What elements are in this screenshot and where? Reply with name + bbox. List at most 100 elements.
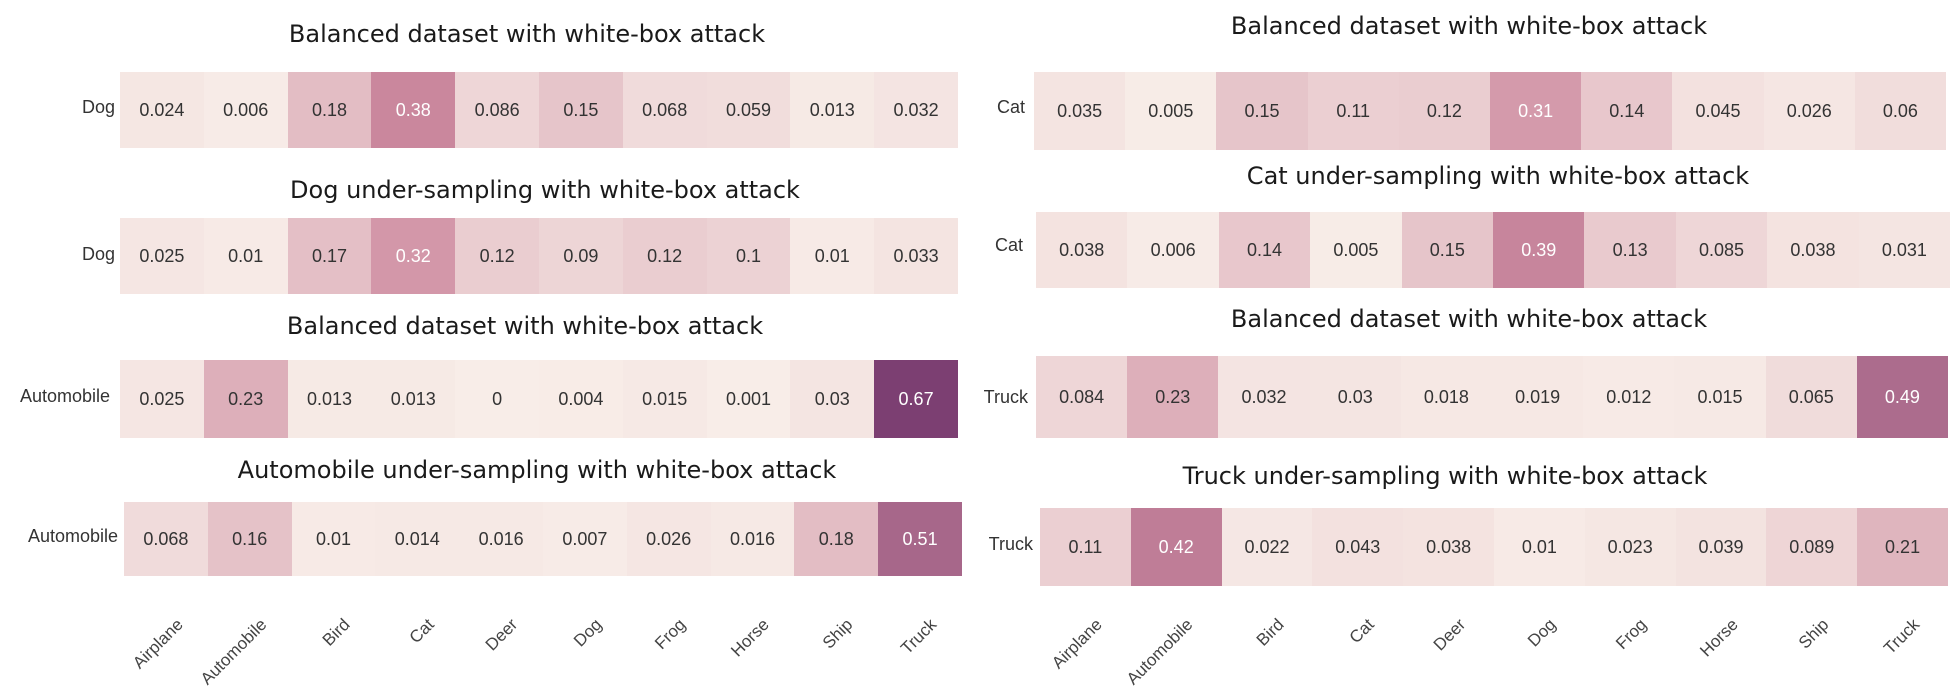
heatmap-cell-airplane: 0.068 [124, 502, 208, 576]
x-tick-right-dog: Dog [1524, 614, 1560, 651]
x-tick-right-horse: Horse [1695, 614, 1742, 661]
heatmap-cell-ship: 0.038 [1767, 212, 1859, 288]
x-tick-left-ship: Ship [819, 614, 857, 653]
x-tick-right-frog: Frog [1612, 614, 1651, 654]
panel-title: Balanced dataset with white-box attack [286, 312, 764, 340]
heatmap-cell-deer: 0 [455, 360, 539, 438]
heatmap-cell-ship: 0.03 [790, 360, 875, 438]
heatmap-cell-truck: 0.21 [1857, 508, 1948, 586]
heatmap-row: 0.035 0.005 0.15 0.11 0.12 0.31 0.14 0.045 0.026… [1034, 72, 1947, 150]
heatmap-cell-ship: 0.01 [790, 218, 875, 294]
heatmap-cell-frog: 0.023 [1584, 508, 1676, 586]
x-tick-left-airplane: Airplane [128, 614, 187, 673]
panel-title: Automobile under-sampling with white-box… [237, 456, 837, 484]
heatmap-cell-dog: 0.007 [542, 502, 627, 576]
heatmap-cell-frog: 0.13 [1584, 212, 1676, 288]
heatmap-cell-frog: 0.12 [622, 218, 707, 294]
row-label-cat: Cat [994, 235, 1023, 255]
heatmap-cell-airplane: 0.025 [120, 360, 204, 438]
heatmap-cell-cat: 0.11 [1307, 72, 1399, 150]
heatmap-cell-cat: 0.38 [371, 72, 456, 148]
heatmap-row: 0.038 0.006 0.14 0.005 0.15 0.39 0.13 0.085 0.03… [1036, 212, 1951, 288]
x-tick-right-truck: Truck [1879, 614, 1923, 658]
heatmap-cell-bird: 0.032 [1218, 356, 1310, 438]
heatmap-cell-automobile: 0.005 [1125, 72, 1217, 150]
heatmap-cell-cat: 0.014 [375, 502, 460, 576]
heatmap-cell-dog: 0.09 [538, 218, 623, 294]
heatmap-cell-bird: 0.15 [1216, 72, 1308, 150]
heatmap-cell-horse: 0.1 [706, 218, 791, 294]
heatmap-cell-cat: 0.043 [1312, 508, 1404, 586]
heatmap-cell-automobile: 0.006 [203, 72, 288, 148]
heatmap-cell-cat: 0.32 [371, 218, 456, 294]
heatmap-cell-cat: 0.013 [371, 360, 456, 438]
heatmap-cell-ship: 0.089 [1766, 508, 1858, 586]
heatmap-row: 0.11 0.42 0.022 0.043 0.038 0.01 0.023 0.039 0.0… [1040, 508, 1948, 586]
row-label-cat: Cat [996, 97, 1025, 117]
heatmap-cell-truck: 0.67 [874, 360, 958, 438]
row-label-dog: Dog [81, 97, 115, 117]
x-tick-left-dog: Dog [569, 614, 606, 651]
heatmap-cell-horse: 0.059 [706, 72, 791, 148]
x-tick-left-bird: Bird [319, 614, 354, 650]
heatmap-cell-truck: 0.06 [1854, 72, 1947, 150]
heatmap-cell-ship: 0.013 [790, 72, 875, 148]
heatmap-cell-horse: 0.015 [1674, 356, 1766, 438]
heatmap-cell-bird: 0.17 [287, 218, 372, 294]
heatmap-cell-horse: 0.016 [710, 502, 795, 576]
heatmap-cell-horse: 0.085 [1675, 212, 1768, 288]
heatmap-cell-horse: 0.001 [706, 360, 791, 438]
heatmap-cell-frog: 0.14 [1581, 72, 1673, 150]
x-tick-left-frog: Frog [650, 614, 690, 654]
heatmap-cell-deer: 0.086 [455, 72, 539, 148]
panel-title: Dog under-sampling with white-box attack [290, 176, 800, 204]
heatmap-cell-dog: 0.31 [1490, 72, 1582, 150]
heatmap-cell-bird: 0.013 [287, 360, 372, 438]
heatmap-cell-automobile: 0.23 [1127, 356, 1219, 438]
panel-title: Balanced dataset with white-box attack [1230, 12, 1708, 40]
heatmap-cell-cat: 0.005 [1310, 212, 1402, 288]
heatmap-cell-automobile: 0.01 [203, 218, 288, 294]
heatmap-cell-airplane: 0.11 [1040, 508, 1131, 586]
heatmap-cell-ship: 0.18 [794, 502, 879, 576]
x-tick-left-automobile: Automobile [196, 614, 271, 689]
row-label-automobile: Automobile [19, 386, 110, 406]
panel-title: Truck under-sampling with white-box atta… [1182, 462, 1708, 490]
heatmap-cell-airplane: 0.084 [1036, 356, 1128, 438]
heatmap-cell-airplane: 0.024 [120, 72, 204, 148]
heatmap-cell-automobile: 0.42 [1130, 508, 1222, 586]
heatmap-cell-frog: 0.068 [622, 72, 707, 148]
heatmap-cell-airplane: 0.025 [120, 218, 204, 294]
heatmap-cell-bird: 0.022 [1221, 508, 1313, 586]
heatmap-row: 0.024 0.006 0.18 0.38 0.086 0.15 0.068 0.059 0.0… [120, 72, 958, 148]
heatmap-cell-frog: 0.012 [1583, 356, 1675, 438]
heatmap-cell-truck: 0.033 [874, 218, 958, 294]
heatmap-cell-deer: 0.12 [1398, 72, 1491, 150]
x-tick-left-truck: Truck [897, 614, 941, 658]
heatmap-cell-deer: 0.038 [1403, 508, 1494, 586]
x-tick-right-deer: Deer [1429, 614, 1469, 655]
heatmap-cell-automobile: 0.16 [207, 502, 292, 576]
heatmap-cell-dog: 0.004 [538, 360, 623, 438]
heatmap-cell-frog: 0.026 [626, 502, 711, 576]
x-tick-left-deer: Deer [481, 614, 522, 655]
heatmap-cell-deer: 0.15 [1401, 212, 1494, 288]
x-tick-right-airplane: Airplane [1048, 614, 1106, 673]
heatmap-cell-automobile: 0.23 [203, 360, 288, 438]
heatmap-cell-airplane: 0.035 [1034, 72, 1126, 150]
x-tick-left-horse: Horse [727, 614, 773, 661]
heatmap-row: 0.084 0.23 0.032 0.03 0.018 0.019 0.012 0.015 0.… [1036, 356, 1949, 438]
heatmap-cell-deer: 0.016 [459, 502, 543, 576]
panel-title: Balanced dataset with white-box attack [1230, 305, 1708, 333]
heatmap-cell-frog: 0.015 [622, 360, 707, 438]
heatmap-cell-dog: 0.39 [1493, 212, 1585, 288]
heatmap-cell-automobile: 0.006 [1127, 212, 1219, 288]
heatmap-cell-truck: 0.031 [1858, 212, 1951, 288]
heatmap-cell-truck: 0.49 [1856, 356, 1949, 438]
heatmap-row: 0.068 0.16 0.01 0.014 0.016 0.007 0.026 0.016 0.… [124, 502, 962, 576]
row-label-truck: Truck [983, 387, 1028, 407]
heatmap-row: 0.025 0.23 0.013 0.013 0 0.004 0.015 0.001 0.03 0… [120, 360, 958, 438]
x-tick-right-automobile: Automobile [1122, 614, 1197, 689]
heatmap-cell-bird: 0.18 [287, 72, 372, 148]
heatmap-cell-cat: 0.03 [1309, 356, 1401, 438]
